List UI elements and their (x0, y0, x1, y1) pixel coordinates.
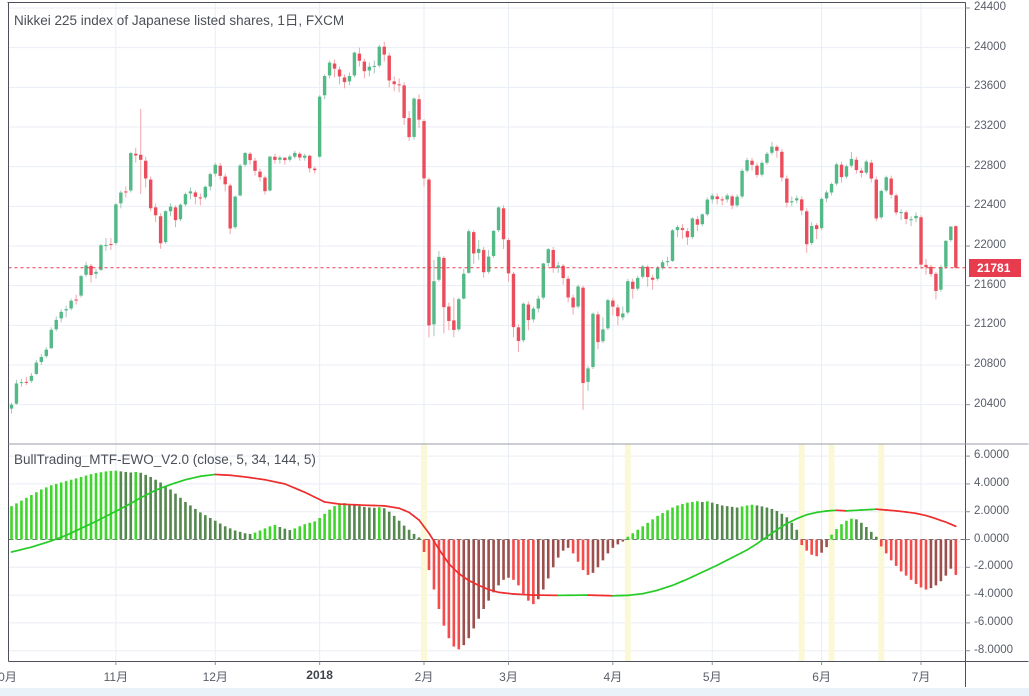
price-tick-label: 24400 (974, 1, 1006, 13)
time-tick-label: 12月 (202, 670, 228, 684)
time-tick-label: 0月 (0, 670, 17, 684)
current-price-label: 21781 (969, 259, 1021, 277)
ewo-tick-label: 0.0000 (974, 532, 1010, 545)
price-tick-label: 20400 (974, 397, 1006, 410)
time-axis[interactable] (0, 662, 1029, 687)
price-tick-label: 24000 (974, 40, 1006, 53)
ewo-tick-label: -4.0000 (974, 588, 1014, 601)
time-tick-label: 2月 (414, 670, 434, 684)
price-tick-label: 21200 (974, 318, 1006, 331)
price-tick-label: 21600 (974, 278, 1006, 291)
time-tick-label: 11月 (103, 670, 129, 684)
ewo-tick-label: -8.0000 (974, 643, 1014, 656)
price-tick-label: 20800 (974, 358, 1006, 370)
price-tick-label: 23200 (974, 120, 1006, 132)
time-tick-label: 5月 (702, 670, 722, 684)
price-tick-label: 23600 (974, 80, 1006, 93)
time-tick-label: 4月 (603, 670, 623, 684)
price-pane-title: Nikkei 225 index of Japanese listed shar… (14, 13, 345, 28)
price-tick-label: 22400 (974, 199, 1006, 212)
time-tick-label: 3月 (499, 670, 518, 684)
ewo-tick-label: -2.0000 (974, 560, 1014, 573)
price-tick-label: 22000 (974, 239, 1006, 251)
price-axis[interactable] (967, 2, 1029, 661)
ewo-tick-label: 6.0000 (974, 449, 1010, 462)
ewo-tick-label: -6.0000 (974, 615, 1014, 628)
ewo-tick-label: 4.0000 (974, 476, 1010, 489)
time-tick-label: 6月 (812, 670, 831, 684)
bottom-strip (0, 688, 1029, 696)
ewo-tick-label: 2.0000 (974, 504, 1010, 517)
time-tick-label: 2018 (306, 668, 333, 682)
indicator-pane-title: BullTrading_MTF-EWO_V2.0 (close, 5, 34, … (14, 452, 316, 467)
time-tick-label: 7月 (911, 670, 931, 684)
price-tick-label: 22800 (974, 159, 1006, 172)
